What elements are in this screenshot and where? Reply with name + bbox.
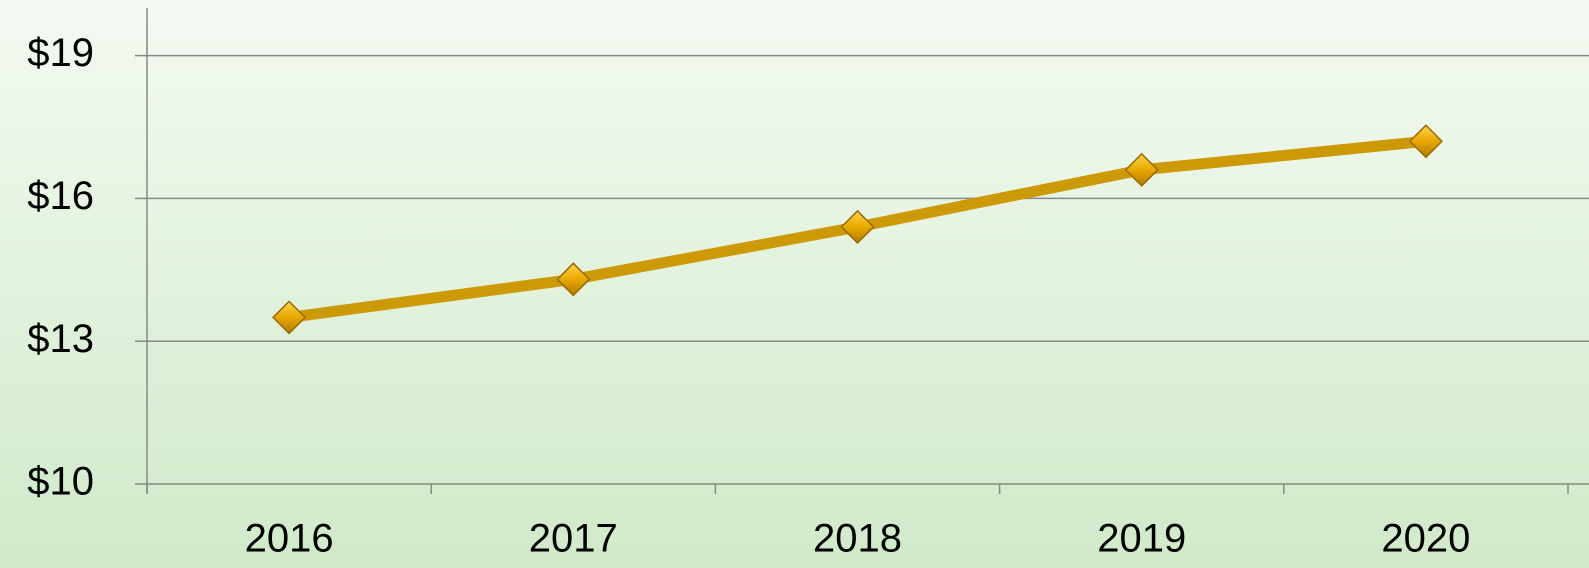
marker xyxy=(840,209,875,245)
marker xyxy=(1408,124,1443,159)
x-tick-label: 2017 xyxy=(529,517,618,561)
x-tick-label: 2020 xyxy=(1381,517,1470,561)
x-tick-label: 2016 xyxy=(245,517,334,561)
marker xyxy=(272,300,307,335)
x-tick-label: 2018 xyxy=(813,517,902,561)
x-tick-label: 2019 xyxy=(1097,517,1186,561)
marker xyxy=(1124,152,1159,187)
marker xyxy=(556,262,591,297)
y-tick-label: $10 xyxy=(27,460,94,504)
y-tick-label: $19 xyxy=(27,31,94,75)
y-tick-label: $13 xyxy=(27,317,94,361)
y-tick-label: $16 xyxy=(27,174,94,218)
